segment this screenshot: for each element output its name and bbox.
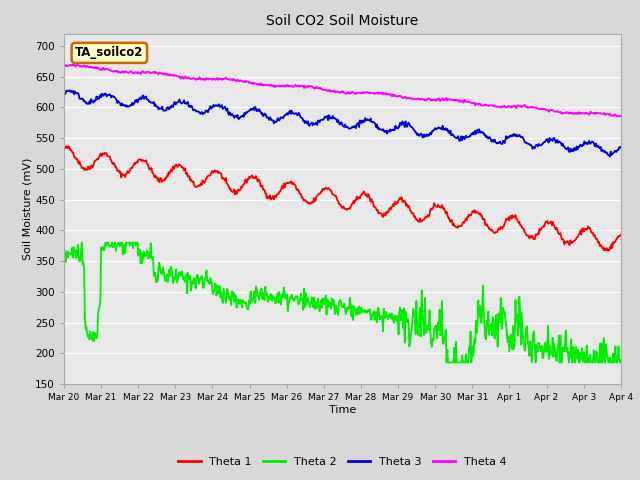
- Theta 3: [71, 88, 79, 94]
- Theta 2: [617, 358, 625, 363]
- Line: Theta 2: Theta 2: [64, 242, 621, 362]
- Theta 2: [214, 291, 222, 297]
- Theta 1: [63, 143, 70, 149]
- Theta 4: [185, 74, 193, 80]
- Theta 2: [443, 360, 451, 365]
- Theta 2: [60, 245, 68, 251]
- Theta 2: [411, 315, 419, 321]
- Theta 1: [214, 170, 222, 176]
- Theta 3: [60, 89, 68, 95]
- Theta 3: [617, 144, 625, 150]
- Theta 1: [605, 248, 612, 253]
- Theta 4: [128, 70, 136, 75]
- Theta 3: [214, 102, 222, 108]
- Theta 1: [411, 213, 419, 219]
- Theta 2: [185, 276, 193, 282]
- Theta 4: [70, 61, 78, 67]
- Legend: Theta 1, Theta 2, Theta 3, Theta 4: Theta 1, Theta 2, Theta 3, Theta 4: [174, 453, 511, 471]
- Line: Theta 3: Theta 3: [64, 90, 621, 156]
- Line: Theta 1: Theta 1: [64, 146, 621, 251]
- Theta 3: [185, 103, 193, 109]
- Theta 3: [606, 154, 614, 159]
- Theta 2: [78, 240, 86, 245]
- Theta 4: [71, 62, 79, 68]
- X-axis label: Time: Time: [329, 405, 356, 415]
- Theta 3: [411, 128, 419, 134]
- Line: Theta 4: Theta 4: [64, 64, 621, 117]
- Theta 1: [428, 205, 435, 211]
- Theta 4: [617, 113, 625, 119]
- Theta 2: [128, 240, 136, 245]
- Theta 3: [128, 100, 136, 106]
- Theta 4: [428, 98, 435, 104]
- Theta 1: [60, 145, 68, 151]
- Theta 1: [128, 165, 136, 171]
- Theta 3: [428, 132, 435, 137]
- Text: TA_soilco2: TA_soilco2: [75, 47, 143, 60]
- Theta 4: [214, 77, 222, 83]
- Theta 2: [428, 340, 435, 346]
- Theta 4: [60, 62, 68, 68]
- Theta 3: [65, 87, 73, 93]
- Theta 1: [617, 232, 625, 238]
- Theta 2: [70, 245, 78, 251]
- Theta 1: [71, 155, 79, 160]
- Title: Soil CO2 Soil Moisture: Soil CO2 Soil Moisture: [266, 14, 419, 28]
- Y-axis label: Soil Moisture (mV): Soil Moisture (mV): [22, 157, 33, 260]
- Theta 4: [411, 96, 419, 102]
- Theta 1: [185, 173, 193, 179]
- Theta 4: [613, 114, 621, 120]
